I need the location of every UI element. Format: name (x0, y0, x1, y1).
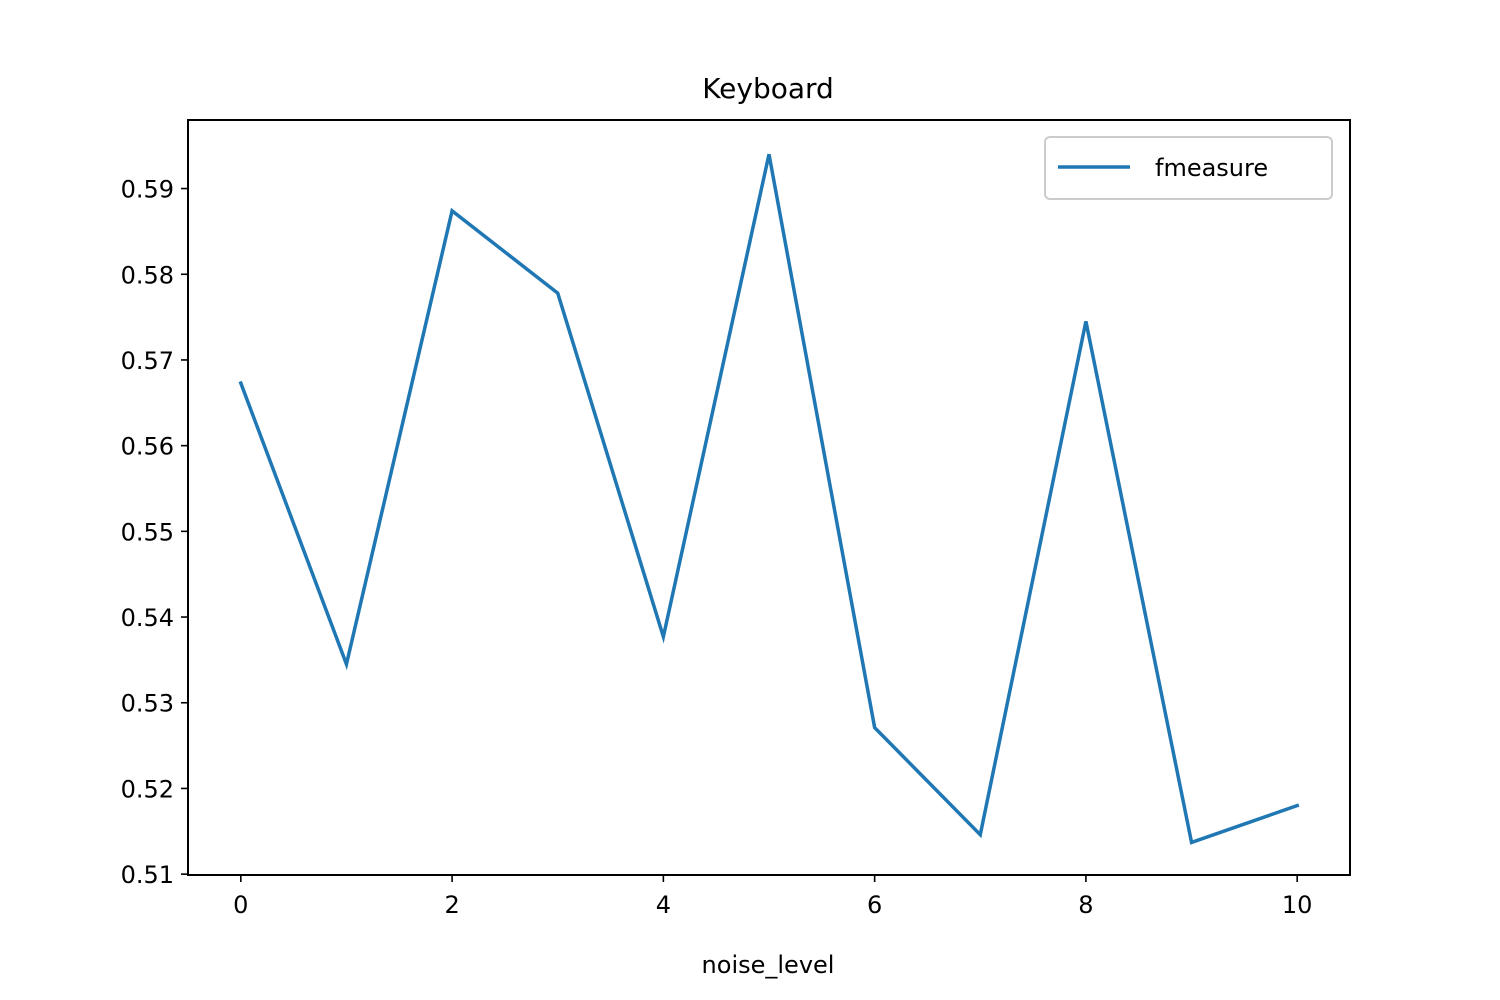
plot-frame (187, 119, 1351, 876)
y-tick-label: 0.59 (121, 176, 174, 204)
y-tick-label: 0.53 (121, 690, 174, 718)
legend-box (1044, 136, 1333, 200)
y-tick-label: 0.55 (121, 518, 174, 546)
y-tick-label: 0.56 (121, 433, 174, 461)
x-tick-label: 6 (867, 891, 882, 919)
y-tick-label: 0.58 (121, 261, 174, 289)
y-tick-label: 0.52 (121, 775, 174, 803)
plot-area: 0 2 4 6 8 10 0.51 0.52 0.53 0.54 0.55 0.56 0.57 0.58 0… (121, 119, 1351, 919)
x-tick-label: 10 (1282, 891, 1313, 919)
chart-title: Keyboard (702, 72, 834, 105)
x-tick-label: 4 (656, 891, 671, 919)
x-axis-label: noise_level (702, 951, 835, 979)
y-tick-label: 0.54 (121, 604, 174, 632)
y-tick-label: 0.57 (121, 347, 174, 375)
series-line-fmeasure (238, 153, 1300, 845)
x-tick-label: 0 (233, 891, 248, 919)
legend-label: fmeasure (1155, 154, 1268, 182)
x-tick-label: 2 (444, 891, 459, 919)
x-tick-label: 8 (1078, 891, 1093, 919)
legend: fmeasure (1044, 136, 1333, 200)
y-tick-label: 0.51 (121, 861, 174, 889)
